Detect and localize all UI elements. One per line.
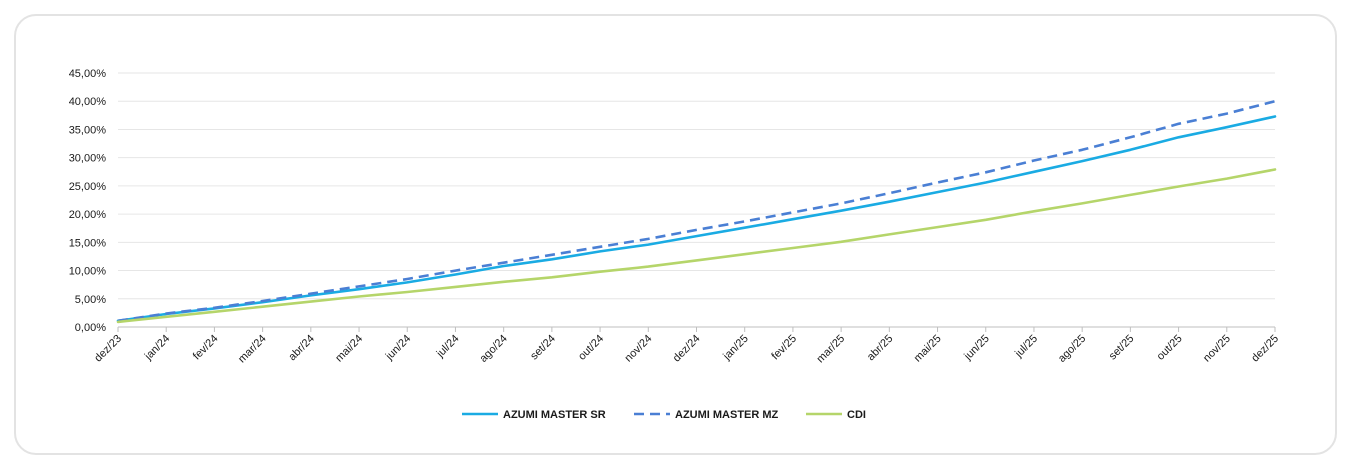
x-tick-label: jan/25 — [720, 333, 750, 363]
x-tick-label: dez/24 — [671, 333, 703, 365]
x-tick-label: out/24 — [576, 333, 606, 363]
x-tick-label: jul/24 — [434, 333, 462, 361]
series-line-2 — [116, 168, 1277, 324]
x-tick-label: fev/25 — [769, 333, 799, 363]
y-tick-label: 30,00% — [69, 153, 107, 165]
x-tick-label: nov/24 — [623, 333, 655, 365]
x-tick-label: ago/24 — [478, 333, 510, 365]
x-tick-label: out/25 — [1155, 333, 1185, 363]
y-tick-label: 20,00% — [69, 209, 107, 221]
y-tick-label: 45,00% — [69, 68, 107, 80]
x-tick-label: abr/24 — [286, 333, 317, 364]
y-tick-label: 10,00% — [69, 266, 107, 278]
legend-label: CDI — [847, 409, 866, 421]
series-line-1 — [117, 99, 1276, 323]
y-tick-label: 15,00% — [69, 237, 107, 249]
y-tick-label: 25,00% — [69, 181, 107, 193]
series-line-0 — [116, 115, 1277, 323]
y-tick-label: 5,00% — [75, 294, 106, 306]
x-tick-label: mar/24 — [236, 333, 269, 366]
x-tick-label: jun/25 — [961, 333, 991, 363]
x-tick-label: mar/25 — [815, 333, 848, 366]
x-tick-label: set/25 — [1107, 333, 1137, 363]
x-tick-label: jun/24 — [383, 333, 413, 363]
x-tick-label: dez/25 — [1249, 333, 1281, 365]
x-tick-label: fev/24 — [191, 333, 221, 363]
x-tick-label: mai/24 — [333, 333, 365, 365]
x-tick-label: mai/25 — [912, 333, 944, 365]
x-tick-label: nov/25 — [1201, 333, 1233, 365]
x-tick-label: jul/25 — [1012, 333, 1040, 361]
x-tick-label: set/24 — [528, 333, 558, 363]
y-tick-label: 40,00% — [69, 96, 107, 108]
x-tick-label: ago/25 — [1056, 333, 1088, 365]
y-tick-label: 35,00% — [69, 124, 107, 136]
x-tick-label: abr/25 — [865, 333, 896, 364]
y-tick-label: 0,00% — [75, 322, 106, 334]
legend-label: AZUMI MASTER SR — [503, 409, 606, 421]
x-tick-label: jan/24 — [142, 333, 172, 363]
x-tick-label: dez/23 — [92, 333, 124, 365]
legend-label: AZUMI MASTER MZ — [675, 409, 779, 421]
